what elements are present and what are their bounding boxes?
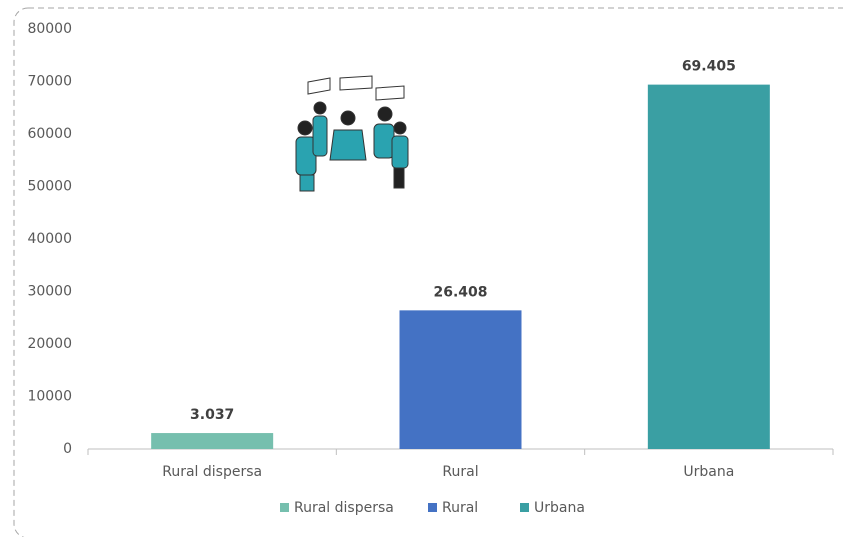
value-label: 69.405 [682,59,736,75]
legend-label: Rural [442,500,478,516]
bar [647,84,770,449]
chart-frame [13,7,843,537]
x-tick-label: Rural [442,464,478,480]
value-label: 26.408 [433,284,487,300]
y-tick-label: 30000 [27,284,72,300]
bar [151,433,274,449]
x-tick-label: Rural dispersa [162,464,262,480]
legend-swatch [428,503,437,512]
y-tick-label: 70000 [27,74,72,90]
y-tick-label: 50000 [27,179,72,195]
y-tick-label: 80000 [27,21,72,37]
y-tick-label: 40000 [27,231,72,247]
bar [399,310,522,449]
y-tick-label: 10000 [27,389,72,405]
y-tick-label: 0 [63,441,72,457]
x-tick-label: Urbana [683,464,734,480]
value-label: 3.037 [190,407,234,423]
illustration [295,75,409,192]
legend-label: Rural dispersa [294,500,394,516]
y-tick-label: 20000 [27,336,72,352]
legend-label: Urbana [534,500,585,516]
legend-swatch [520,503,529,512]
legend-swatch [280,503,289,512]
y-tick-label: 60000 [27,126,72,142]
